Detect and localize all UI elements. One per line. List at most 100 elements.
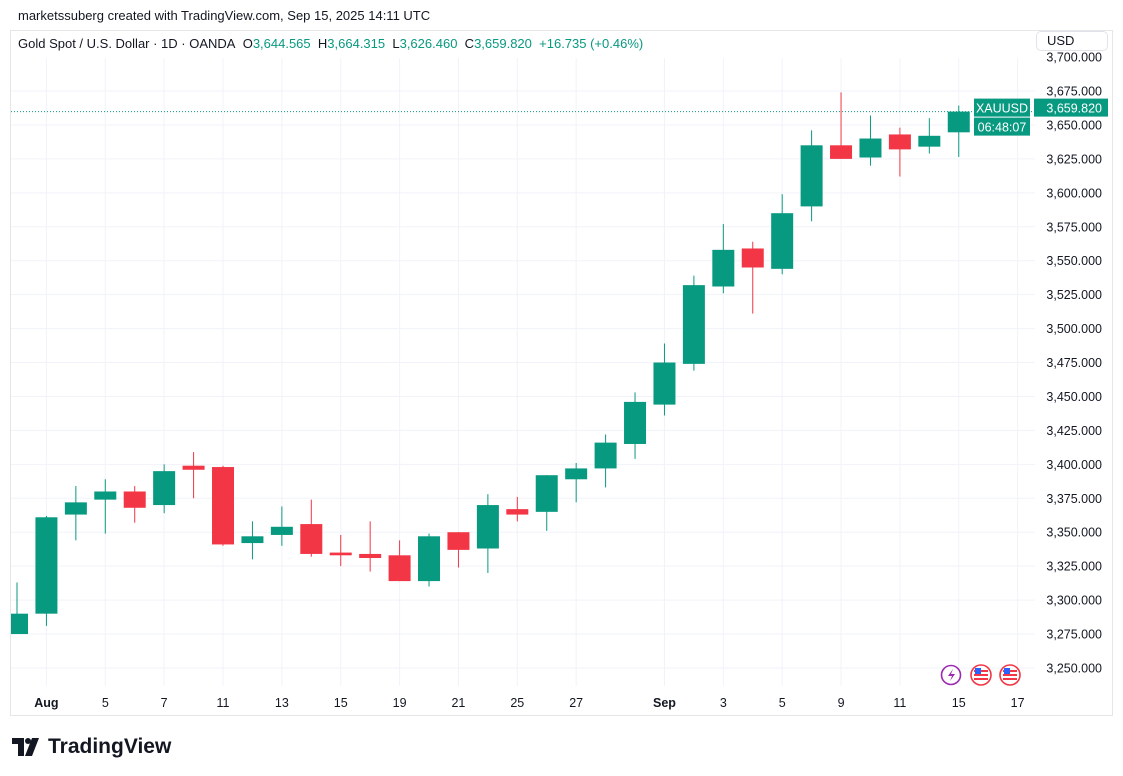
candle-body <box>329 552 352 556</box>
x-tick-label: 15 <box>952 696 966 710</box>
candle <box>741 241 764 314</box>
candle-body <box>830 145 853 159</box>
candle-body <box>418 536 441 582</box>
candle <box>712 224 735 294</box>
open-value: 3,644.565 <box>252 36 311 51</box>
candle <box>182 452 205 499</box>
currency-button[interactable]: USD <box>1036 31 1108 51</box>
candle <box>35 515 58 626</box>
low-label: L <box>392 36 400 51</box>
x-tick-label: 7 <box>161 696 168 710</box>
y-tick-label: 3,550.000 <box>1046 254 1102 268</box>
candle <box>800 130 823 222</box>
candle-body <box>859 138 882 158</box>
y-tick-label: 3,700.000 <box>1046 51 1102 65</box>
lightning-icon[interactable] <box>940 664 962 686</box>
x-tick-label: 25 <box>510 696 524 710</box>
candle <box>947 105 970 157</box>
candle <box>94 479 117 534</box>
close-label: C <box>464 36 475 51</box>
candle-body <box>476 505 499 549</box>
candle-body <box>11 613 28 635</box>
high-value: 3,664.315 <box>327 36 386 51</box>
candle-body <box>653 362 676 405</box>
x-tick-label: 13 <box>275 696 289 710</box>
candle <box>624 392 647 459</box>
candle-body <box>771 213 794 269</box>
candle-body <box>800 145 823 207</box>
candle <box>653 343 676 416</box>
us-flag-icon[interactable] <box>999 664 1021 686</box>
candle <box>153 464 176 514</box>
change-value: +16.735 (+0.46%) <box>539 36 644 51</box>
candle-body <box>153 471 176 506</box>
candle <box>918 118 941 154</box>
candle-body <box>535 475 558 512</box>
candle <box>830 92 853 159</box>
candle <box>270 506 293 546</box>
candle-body <box>94 491 117 500</box>
candle-body <box>712 249 735 287</box>
candle-body <box>682 285 705 364</box>
candle <box>64 486 87 541</box>
x-tick-label: 3 <box>720 696 727 710</box>
price-tag <box>1034 98 1108 117</box>
y-tick-label: 3,325.000 <box>1046 560 1102 574</box>
candle-body <box>359 553 382 559</box>
candle-body <box>35 517 58 614</box>
candle-body <box>447 532 470 550</box>
y-tick-label: 3,400.000 <box>1046 458 1102 472</box>
candle <box>241 521 264 560</box>
candle <box>771 194 794 275</box>
y-tick-label: 3,425.000 <box>1046 424 1102 438</box>
candle-body <box>888 134 911 150</box>
candle <box>11 582 28 635</box>
candle <box>888 127 911 177</box>
price-tag-countdown: 06:48:07 <box>978 121 1027 135</box>
y-tick-label: 3,500.000 <box>1046 322 1102 336</box>
tradingview-logo[interactable]: TradingView <box>12 735 171 759</box>
y-tick-label: 3,300.000 <box>1046 594 1102 608</box>
candle-body <box>241 536 264 544</box>
candle-body <box>182 465 205 470</box>
x-tick-label: 11 <box>217 696 230 710</box>
candle <box>212 465 235 546</box>
candle-body <box>64 502 87 515</box>
candle-body <box>947 111 970 133</box>
symbol-tag <box>974 98 1030 117</box>
attribution: marketssuberg created with TradingView.c… <box>18 8 431 23</box>
x-tick-label: 27 <box>569 696 583 710</box>
candle-body <box>506 509 529 515</box>
y-tick-label: 3,250.000 <box>1046 661 1102 675</box>
candle-body <box>594 442 617 469</box>
candle <box>300 499 323 557</box>
y-tick-label: 3,625.000 <box>1046 152 1102 166</box>
x-tick-label: 21 <box>451 696 465 710</box>
y-tick-label: 3,450.000 <box>1046 390 1102 404</box>
y-tick-label: 3,675.000 <box>1046 85 1102 99</box>
y-tick-label: 3,650.000 <box>1046 118 1102 132</box>
symbol-title[interactable]: Gold Spot / U.S. Dollar · 1D · OANDA <box>18 36 236 51</box>
candle-body <box>565 468 588 480</box>
tradingview-logo-icon <box>12 738 39 756</box>
candle-body <box>624 401 647 444</box>
low-value: 3,626.460 <box>399 36 458 51</box>
x-tick-label: 17 <box>1011 696 1025 710</box>
close-value: 3,659.820 <box>474 36 532 51</box>
chart-frame <box>10 30 1113 716</box>
y-tick-label: 3,600.000 <box>1046 186 1102 200</box>
high-label: H <box>317 36 328 51</box>
candle-body <box>388 555 411 582</box>
y-tick-label: 3,525.000 <box>1046 288 1102 302</box>
x-tick-label: 15 <box>334 696 348 710</box>
y-tick-label: 3,350.000 <box>1046 526 1102 540</box>
candle <box>859 115 882 166</box>
candle <box>418 533 441 587</box>
x-tick-label: 9 <box>838 696 845 710</box>
countdown-tag <box>974 117 1030 136</box>
us-flag-icon[interactable] <box>970 664 992 686</box>
open-label: O <box>242 36 253 51</box>
symbol-tag-label: XAUUSD <box>976 102 1028 116</box>
candle-body <box>918 135 941 147</box>
